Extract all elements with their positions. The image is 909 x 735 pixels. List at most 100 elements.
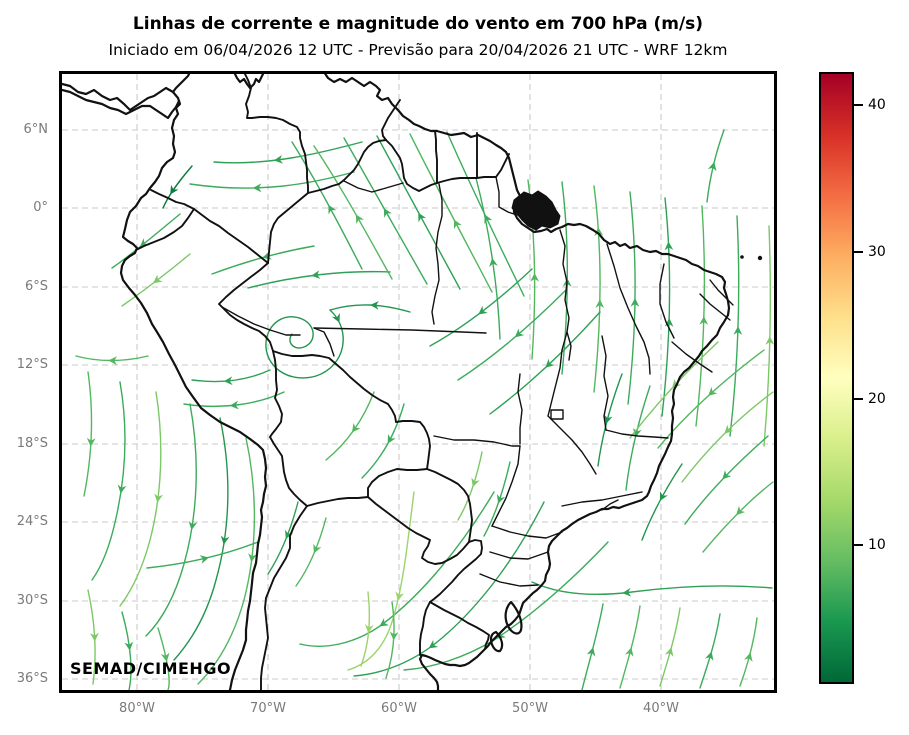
state-border bbox=[343, 180, 404, 193]
streamline-arrow-icon bbox=[659, 491, 668, 501]
streamline bbox=[173, 417, 229, 661]
streamline-arrow-icon bbox=[220, 535, 230, 545]
coastline bbox=[324, 74, 731, 690]
streamline bbox=[597, 373, 623, 467]
coastline bbox=[171, 74, 191, 94]
streamline-arrow-icon bbox=[117, 484, 127, 494]
streamline bbox=[247, 270, 391, 289]
streamline-arrow-icon bbox=[418, 212, 427, 223]
streamline-arrow-icon bbox=[355, 214, 364, 225]
streamline-arrow-icon bbox=[86, 437, 96, 447]
state-border bbox=[221, 306, 301, 336]
state-border bbox=[561, 491, 643, 507]
country-border bbox=[434, 130, 438, 184]
streamline-arrow-icon bbox=[664, 647, 674, 657]
country-border bbox=[476, 153, 510, 179]
streamline bbox=[157, 627, 170, 690]
map-panel: SEMAD/CIMEHGO bbox=[59, 71, 777, 693]
streamline-arrow-icon bbox=[328, 204, 337, 215]
streamline bbox=[313, 145, 393, 280]
streamline-arrow-icon bbox=[108, 356, 118, 366]
x-tick-label: 80°W bbox=[119, 701, 155, 716]
streamline bbox=[121, 611, 132, 690]
streamline-arrow-icon bbox=[160, 652, 170, 662]
state-border bbox=[601, 499, 619, 511]
state-border bbox=[489, 551, 549, 560]
country-border bbox=[367, 496, 470, 565]
streamline bbox=[681, 391, 774, 483]
state-border bbox=[431, 183, 443, 325]
streamline bbox=[684, 435, 769, 525]
streamline-arrow-icon bbox=[199, 555, 209, 564]
streamline bbox=[197, 437, 256, 685]
streamline-arrow-icon bbox=[545, 358, 555, 368]
country-border bbox=[367, 468, 428, 498]
streamline bbox=[695, 205, 706, 427]
country-border bbox=[436, 177, 478, 184]
state-border bbox=[313, 327, 335, 357]
figure-subtitle: Iniciado em 06/04/2026 12 UTC - Previsão… bbox=[108, 41, 728, 59]
country-border bbox=[385, 139, 438, 192]
streamline-arrow-icon bbox=[331, 313, 340, 323]
amazon-delta-landmass bbox=[511, 190, 561, 231]
watermark: SEMAD/CIMEHGO bbox=[70, 659, 232, 678]
colorbar-tick-label: 40 bbox=[868, 97, 886, 113]
country-border bbox=[150, 189, 195, 210]
y-tick-label: 12°S bbox=[16, 357, 48, 372]
country-border bbox=[269, 350, 283, 438]
country-border bbox=[135, 208, 195, 251]
state-border bbox=[550, 409, 564, 420]
state-border bbox=[709, 279, 734, 306]
state-border bbox=[495, 176, 518, 216]
streamline bbox=[361, 403, 405, 479]
island-dot bbox=[757, 255, 763, 261]
streamline-arrow-icon bbox=[594, 227, 604, 236]
y-tick-label: 24°S bbox=[16, 514, 48, 529]
streamline-arrow-icon bbox=[478, 305, 488, 315]
coastline bbox=[62, 82, 175, 112]
state-border bbox=[659, 263, 675, 339]
colorbar-gradient bbox=[819, 72, 854, 684]
streamline-arrow-icon bbox=[622, 587, 632, 597]
streamline bbox=[353, 501, 545, 677]
streamline-arrow-icon bbox=[153, 274, 163, 284]
streamline-arrow-icon bbox=[313, 543, 322, 554]
country-border bbox=[272, 350, 431, 470]
streamline-arrow-icon bbox=[311, 270, 321, 279]
state-border bbox=[671, 341, 713, 373]
streamline bbox=[739, 617, 758, 687]
streamline-arrow-icon bbox=[428, 639, 439, 649]
streamline-arrow-icon bbox=[724, 424, 734, 434]
streamline-arrow-icon bbox=[223, 376, 233, 386]
colorbar-tick bbox=[854, 544, 863, 547]
colorbar-tick-label: 10 bbox=[868, 537, 886, 554]
streamline-arrow-icon bbox=[395, 591, 405, 601]
state-border bbox=[605, 429, 669, 439]
streamline-arrow-icon bbox=[387, 434, 396, 444]
streamline bbox=[295, 517, 327, 587]
streamline-arrow-icon bbox=[489, 257, 498, 268]
state-border bbox=[606, 243, 651, 375]
streamline bbox=[189, 171, 355, 189]
state-border bbox=[601, 335, 609, 431]
streamline-arrow-icon bbox=[273, 155, 283, 164]
state-border bbox=[559, 229, 572, 361]
colorbar-tick bbox=[854, 104, 863, 106]
streamline bbox=[403, 541, 609, 671]
coastline bbox=[504, 600, 523, 635]
streamline bbox=[347, 491, 415, 671]
streamline-arrow-icon bbox=[285, 529, 294, 540]
y-tick-label: 6°N bbox=[23, 122, 49, 137]
x-tick-label: 70°W bbox=[250, 701, 286, 716]
streamline bbox=[265, 309, 344, 379]
streamline bbox=[531, 581, 773, 595]
streamline-arrow-icon bbox=[733, 326, 743, 335]
state-border bbox=[433, 435, 521, 447]
y-tick-label: 36°S bbox=[16, 671, 48, 686]
coastline bbox=[489, 630, 504, 653]
streamline-arrow-icon bbox=[722, 470, 732, 480]
streamline-arrow-icon bbox=[604, 414, 613, 424]
streamline bbox=[329, 304, 411, 313]
streamline bbox=[581, 603, 604, 690]
streamline bbox=[145, 403, 197, 637]
